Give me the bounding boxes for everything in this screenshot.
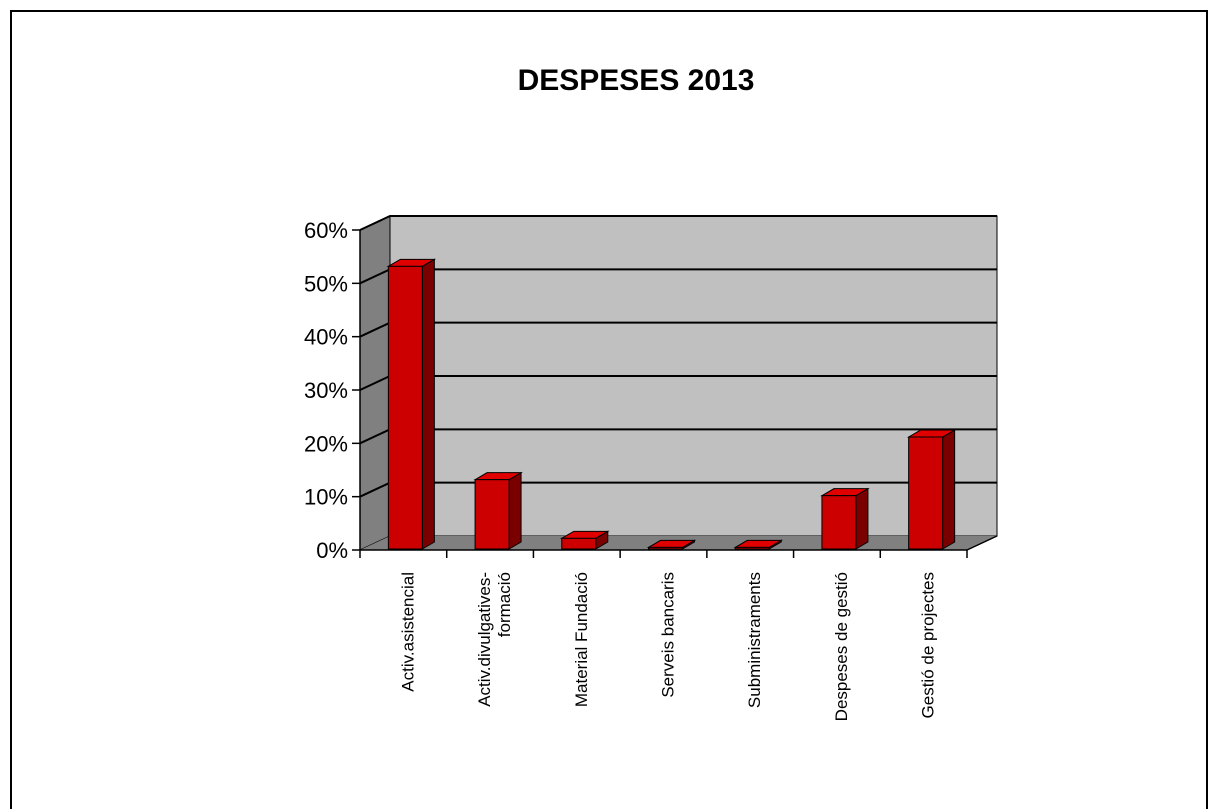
- x-category-label: Serveis bancaris: [659, 572, 678, 698]
- x-category-label: Material Fundació: [572, 572, 591, 707]
- y-tick-label: 60%: [304, 218, 348, 243]
- plot-area: 0% 10% 20% 30% 40% 50% 60% Activ.asistencial Act…: [304, 215, 998, 721]
- bar: [734, 546, 770, 550]
- x-category-label-line: Despeses de gestió: [832, 572, 851, 721]
- x-category-label-line: Material Fundació: [572, 572, 591, 707]
- y-tick-label: 40%: [304, 325, 348, 350]
- chart-frame: DESPESES 2013 0% 10% 20% 30% 40% 50% 60% Activ.…: [10, 10, 1208, 809]
- gridline: [359, 215, 997, 231]
- bar-chart: DESPESES 2013 0% 10% 20% 30% 40% 50% 60% Activ.…: [304, 64, 998, 721]
- x-category-label-line: Activ.divulgatives-: [475, 572, 494, 707]
- y-tick-label: 10%: [304, 485, 348, 510]
- x-category-label-line: Subministraments: [745, 572, 764, 708]
- bar: [474, 479, 510, 550]
- x-category-label-line: Serveis bancaris: [659, 572, 678, 698]
- bar: [561, 537, 597, 550]
- y-tick-label: 0%: [316, 538, 348, 563]
- x-category-label: Gestió de projectes: [919, 572, 938, 718]
- bar: [821, 495, 857, 550]
- bar-side: [942, 429, 956, 550]
- bar-side: [421, 258, 435, 550]
- x-category-label-line: Gestió de projectes: [919, 572, 938, 718]
- chart-title: DESPESES 2013: [518, 64, 755, 97]
- x-axis-depth: [966, 535, 998, 551]
- x-category-label: Subministraments: [745, 572, 764, 708]
- y-tick-label: 30%: [304, 378, 348, 403]
- x-category-label: Despeses de gestió: [832, 572, 851, 721]
- x-category-label-line: formació: [495, 572, 514, 637]
- x-category-label-line: Activ.asistencial: [398, 572, 417, 692]
- bar: [648, 546, 683, 550]
- bar-side: [508, 471, 522, 550]
- y-tick-label: 20%: [304, 431, 348, 456]
- bar: [908, 436, 944, 550]
- x-category-label: Activ.asistencial: [398, 572, 417, 692]
- bar-side: [855, 487, 869, 550]
- bar: [387, 265, 423, 550]
- x-category-label: Activ.divulgatives-formació: [475, 572, 514, 707]
- y-tick-label: 50%: [304, 271, 348, 296]
